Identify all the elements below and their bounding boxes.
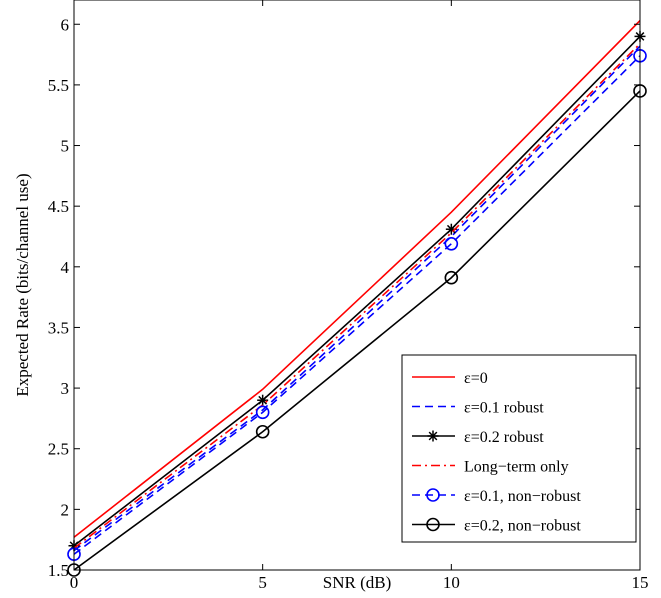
series-line-5 (73, 90, 641, 571)
y-tick-label: 3.5 (48, 318, 69, 337)
series-4 (67, 48, 647, 562)
series-line-2 (73, 35, 641, 547)
series-1 (73, 45, 641, 552)
x-axis-title: SNR (dB) (323, 573, 391, 592)
x-tick-label: 5 (258, 573, 267, 592)
series-4-point (444, 236, 459, 251)
legend: ε=0 ε=0.1 robust ε=0.2 robust Long−term onl… (401, 354, 637, 543)
y-tick-label: 5 (61, 137, 70, 156)
y-tick-label: 1.5 (48, 561, 69, 580)
legend-label: ε=0.2, non−robust (464, 518, 581, 535)
series-line-3 (73, 43, 641, 549)
series-2-point-stroke-3 (446, 224, 456, 234)
y-tick-label: 4 (61, 258, 70, 277)
y-tick-label: 3 (61, 379, 70, 398)
series-0 (73, 20, 641, 538)
y-tick-label: 2.5 (48, 440, 69, 459)
legend-marker-2 (427, 430, 439, 442)
legend-label: Long−term only (464, 459, 569, 476)
legend-marker-4 (426, 488, 440, 502)
series-2 (68, 30, 646, 552)
legend-label: ε=0 (464, 370, 488, 387)
tick-layer: 0 5 10 15 1.5 2 2.5 3 3.5 4 4.5 5 5.5 6 (48, 0, 649, 592)
series-2-point-stroke-3 (258, 395, 268, 405)
legend-marker-2-stroke-3 (428, 431, 438, 441)
y-tick-label: 6 (61, 15, 70, 34)
legend-item: ε=0.1, non−robust (412, 488, 581, 505)
series-line-0 (73, 20, 641, 538)
series-4-point (255, 405, 270, 420)
legend-label: ε=0.1, non−robust (464, 488, 581, 505)
series-5-point (444, 270, 459, 285)
series-2-point (257, 394, 269, 406)
plot-frame (73, 0, 641, 571)
legend-item: ε=0.2, non−robust (412, 518, 581, 535)
series-5-point (255, 424, 270, 439)
series-layer (67, 20, 647, 577)
legend-item: ε=0.1 robust (412, 400, 544, 417)
y-axis-title: Expected Rate (bits/channel use) (13, 173, 32, 396)
series-3 (73, 43, 641, 549)
y-tick-label: 4.5 (48, 197, 69, 216)
x-tick-label: 0 (70, 573, 79, 592)
series-line-1 (73, 45, 641, 552)
series-line-4 (73, 55, 641, 555)
x-tick-label: 15 (632, 573, 649, 592)
legend-item: Long−term only (412, 459, 569, 476)
legend-item: ε=0.2 robust (412, 429, 544, 446)
x-tick-label: 10 (443, 573, 460, 592)
legend-label: ε=0.1 robust (464, 400, 544, 417)
legend-label: ε=0.2 robust (464, 429, 544, 446)
legend-box (401, 354, 637, 543)
y-tick-label: 5.5 (48, 76, 69, 95)
y-tick-label: 2 (61, 500, 70, 519)
legend-item: ε=0 (412, 370, 488, 387)
legend-marker-5 (426, 517, 440, 532)
